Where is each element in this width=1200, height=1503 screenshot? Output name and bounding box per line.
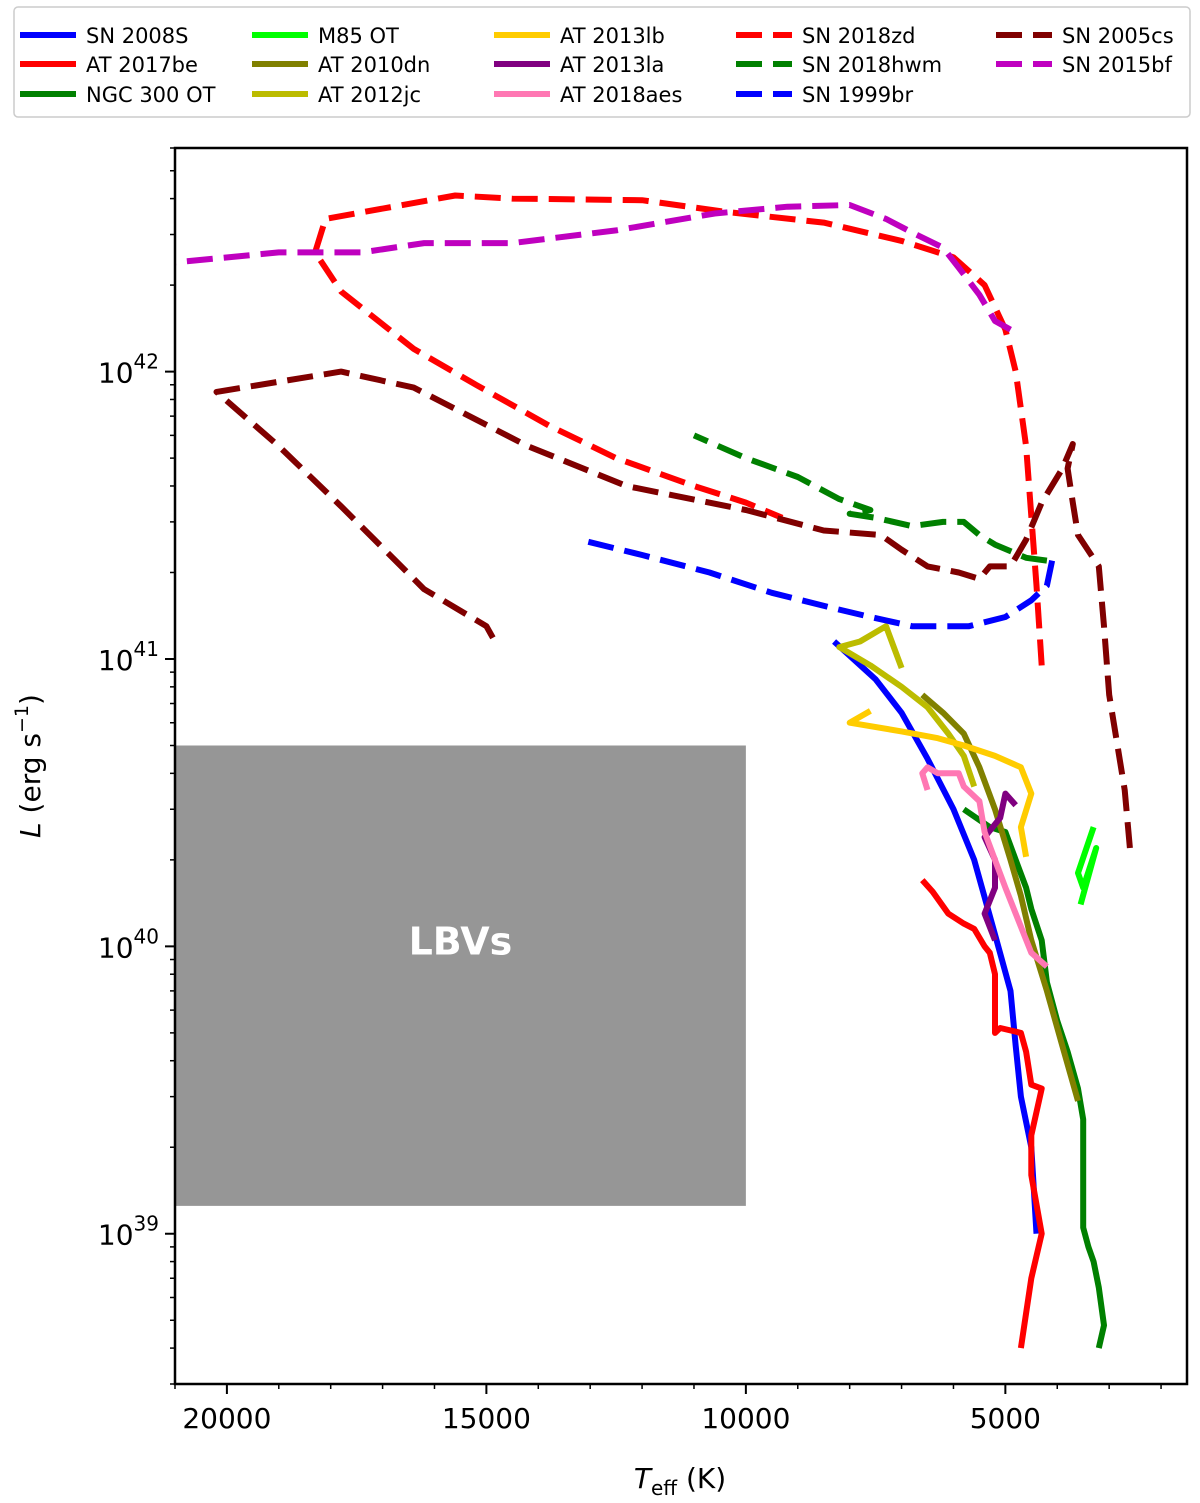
- y-tick-label: 1042: [98, 350, 159, 390]
- series-line-at-2012jc: [836, 623, 978, 788]
- y-tick-label: 1040: [98, 924, 159, 964]
- y-tick-label: 1039: [98, 1212, 159, 1252]
- series-line-sn-1999br: [579, 536, 1056, 630]
- x-tick-label: 15000: [442, 1402, 531, 1435]
- legend-label: SN 2018zd: [802, 24, 916, 48]
- series-line-at-2018aes: [919, 764, 1049, 969]
- x-axis: 20000 15000 10000 5000: [174, 1384, 1162, 1435]
- lbv-annotation: LBVs: [409, 919, 513, 963]
- legend-label: AT 2013lb: [560, 24, 665, 48]
- y-axis-label-close: ): [14, 694, 47, 705]
- legend-label: SN 2018hwm: [802, 53, 942, 77]
- legend-label: AT 2018aes: [560, 83, 682, 107]
- legend-label: SN 2005cs: [1062, 24, 1174, 48]
- legend-label: AT 2017be: [86, 53, 198, 77]
- y-tick-label: 1041: [98, 637, 159, 677]
- legend-label: AT 2010dn: [318, 53, 430, 77]
- y-axis-label-sup: −1: [11, 705, 33, 733]
- x-tick-label: 10000: [701, 1402, 790, 1435]
- series-line-sn-2018hwm: [692, 432, 1048, 564]
- legend-label: SN 2008S: [86, 24, 189, 48]
- legend-label: SN 1999br: [802, 83, 913, 107]
- x-axis-label: Teff (K): [634, 1462, 726, 1500]
- series-line-at-2017be: [920, 878, 1045, 1349]
- x-tick-label: 20000: [182, 1402, 271, 1435]
- plot-frame: [173, 146, 1189, 1386]
- y-axis-label: L (erg s−1): [11, 694, 47, 838]
- y-axis-label-main: L: [14, 822, 47, 838]
- legend-label: NGC 300 OT: [86, 83, 216, 107]
- legend-label: M85 OT: [318, 24, 399, 48]
- y-axis-label-unit: (erg s: [14, 733, 47, 822]
- series-line-m85-ot: [1075, 826, 1100, 906]
- series-line-ngc-300-ot: [962, 806, 1107, 1349]
- x-axis-label-unit: (K): [677, 1462, 726, 1495]
- x-axis-label-sub: eff: [651, 1476, 678, 1500]
- y-axis: 1039 1040 1041 1042: [98, 147, 175, 1385]
- series-line-sn-2015bf: [175, 202, 1012, 333]
- series-line-sn-2008s: [832, 639, 1040, 1234]
- series-line-at-2013lb: [846, 708, 1035, 858]
- series-line-at-2010dn: [920, 692, 1081, 1102]
- legend: SN 2008S AT 2017be NGC 300 OT M85 OT AT 2010…: [13, 6, 1191, 118]
- lbv-region: [175, 745, 746, 1206]
- x-axis-label-main: T: [634, 1462, 653, 1495]
- series-line-sn-2018zd: [312, 192, 1045, 666]
- series-line-sn-2005cs: [213, 368, 1133, 849]
- x-tick-label: 5000: [970, 1402, 1041, 1435]
- legend-label: SN 2015bf: [1062, 53, 1172, 77]
- legend-label: AT 2013la: [560, 53, 664, 77]
- legend-label: AT 2012jc: [318, 83, 421, 107]
